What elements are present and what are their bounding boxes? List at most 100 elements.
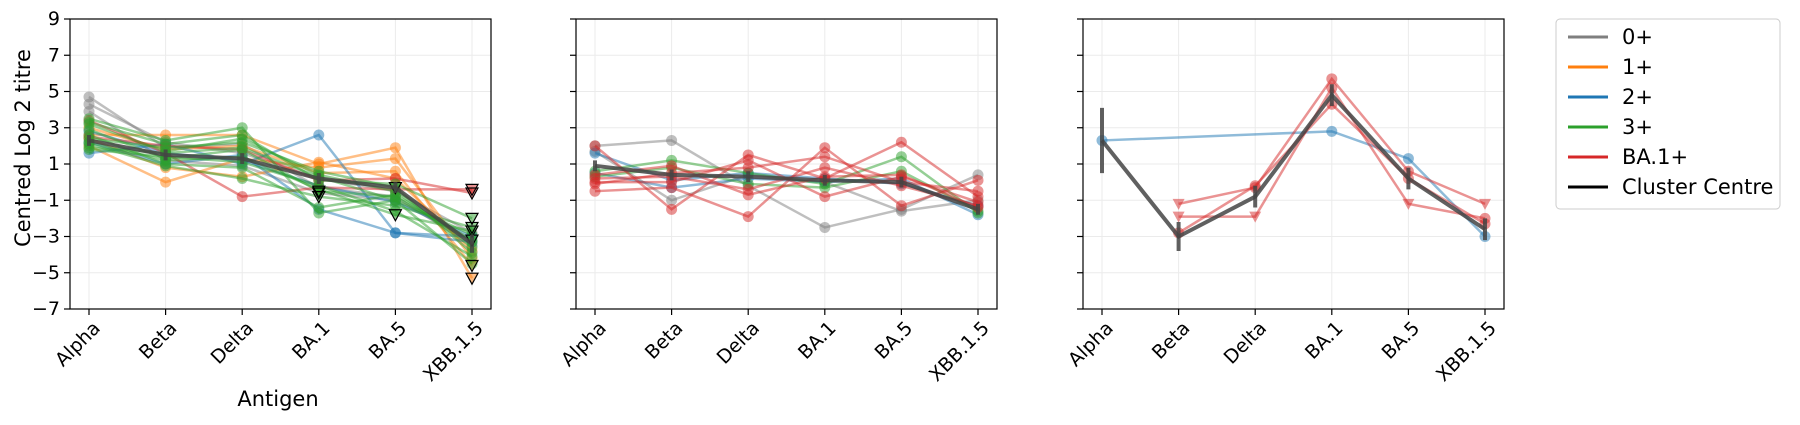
censored-marker <box>464 187 480 201</box>
data-point <box>313 202 325 213</box>
data-point <box>972 174 984 186</box>
cluster-centre <box>87 135 474 253</box>
data-point-censored <box>389 209 402 221</box>
data-point <box>389 142 401 154</box>
legend-label: 0+ <box>1622 25 1653 49</box>
series-group <box>1096 73 1491 242</box>
data-point-censored <box>1249 211 1262 223</box>
data-point <box>389 194 401 206</box>
legend-item: BA.1+ <box>1568 145 1688 169</box>
legend-label: 2+ <box>1622 85 1653 109</box>
series-line <box>88 121 473 220</box>
data-point <box>313 156 325 168</box>
data-point <box>160 138 172 150</box>
data-point <box>819 162 831 174</box>
data-point <box>160 176 172 188</box>
series-line <box>594 139 979 229</box>
x-tick-label: XBB.1.5 <box>1432 317 1501 386</box>
legend-label: 3+ <box>1622 115 1653 139</box>
x-tick-label: Delta <box>207 317 258 368</box>
data-point <box>666 194 678 206</box>
panel-2: Alpha Beta Delta BA.1 BA.5 XBB.1.5 <box>557 18 998 386</box>
data-point <box>236 173 248 184</box>
series-line <box>88 133 473 242</box>
x-tick-label: BA.5 <box>365 317 412 364</box>
x-tick-label: BA.1 <box>794 317 841 364</box>
x-tick-label: Alpha <box>1064 317 1118 371</box>
data-point <box>236 162 248 174</box>
data-point-censored <box>1479 198 1491 210</box>
censored-marker <box>311 187 326 201</box>
censored-marker <box>388 209 403 223</box>
data-point-censored <box>1172 211 1185 223</box>
data-point <box>819 182 831 194</box>
legend-label: 1+ <box>1622 55 1653 79</box>
data-point-censored <box>466 273 478 285</box>
censored-marker <box>464 272 480 286</box>
legend-item: 1+ <box>1568 55 1653 79</box>
data-point <box>1326 125 1338 137</box>
data-point <box>83 116 95 128</box>
series-line <box>594 140 979 211</box>
legend: 0+ 1+ 2+ 3+ BA.1+ Cluster Centre <box>1555 18 1781 210</box>
data-point <box>236 142 248 154</box>
data-point <box>819 221 831 233</box>
data-point <box>589 178 601 190</box>
data-point <box>1326 73 1338 85</box>
data-point <box>236 191 248 203</box>
data-point <box>895 151 907 163</box>
data-point-censored <box>466 213 478 225</box>
censored-marker <box>464 225 480 239</box>
data-point <box>895 136 907 148</box>
x-tick-label: BA.1 <box>1301 317 1348 364</box>
data-point-censored <box>1172 198 1185 210</box>
data-point <box>666 160 678 172</box>
censored-marker <box>464 259 480 273</box>
censored-marker <box>464 221 480 235</box>
legend-frame <box>1555 18 1781 210</box>
data-point <box>589 140 601 152</box>
x-tick-label: XBB.1.5 <box>925 317 994 386</box>
x-tick-label: BA.5 <box>871 317 918 364</box>
series-line <box>594 146 979 219</box>
cluster-centre <box>593 160 980 215</box>
y-tick-label: −7 <box>32 298 60 320</box>
y-tick-label: −5 <box>32 262 60 284</box>
data-point <box>389 153 401 165</box>
legend-item: 3+ <box>1568 115 1653 139</box>
data-point <box>236 129 248 141</box>
censored-marker <box>311 191 326 204</box>
legend-label: BA.1+ <box>1622 145 1688 169</box>
cluster-centre-line <box>594 163 979 212</box>
panel-1: −7 −5 −3 −1 1 3 5 7 9 Alpha Beta Delta BA.1 BA.5 XBB.1… <box>32 8 492 386</box>
data-point <box>742 211 754 223</box>
data-point <box>819 151 831 163</box>
data-point <box>313 129 325 141</box>
series-line <box>88 110 473 242</box>
data-point <box>895 200 907 212</box>
cluster-centre <box>1100 84 1487 251</box>
data-point <box>742 162 754 174</box>
series-group <box>83 91 478 285</box>
x-tick-label: Beta <box>641 317 688 364</box>
series-BA.1+ <box>589 160 984 213</box>
x-tick-label: Delta <box>1220 317 1271 368</box>
x-tick-label: BA.5 <box>1378 317 1425 364</box>
x-tick-label: Delta <box>713 317 764 368</box>
series-line <box>594 164 979 209</box>
data-point <box>589 169 601 181</box>
data-point <box>819 142 831 154</box>
x-tick-label: XBB.1.5 <box>419 317 488 386</box>
data-point <box>819 191 831 203</box>
data-point-censored <box>466 188 478 199</box>
legend-label: Cluster Centre <box>1622 175 1773 199</box>
data-point <box>972 185 984 197</box>
legend-item: 0+ <box>1568 25 1653 49</box>
x-axis-label: Antigen <box>237 387 318 411</box>
y-tick-label: −1 <box>32 189 60 211</box>
legend-items: 0+ 1+ 2+ 3+ BA.1+ Cluster Centre <box>1568 25 1773 199</box>
data-point <box>666 134 678 146</box>
legend-item: 2+ <box>1568 85 1653 109</box>
y-tick-label: 9 <box>48 8 60 30</box>
